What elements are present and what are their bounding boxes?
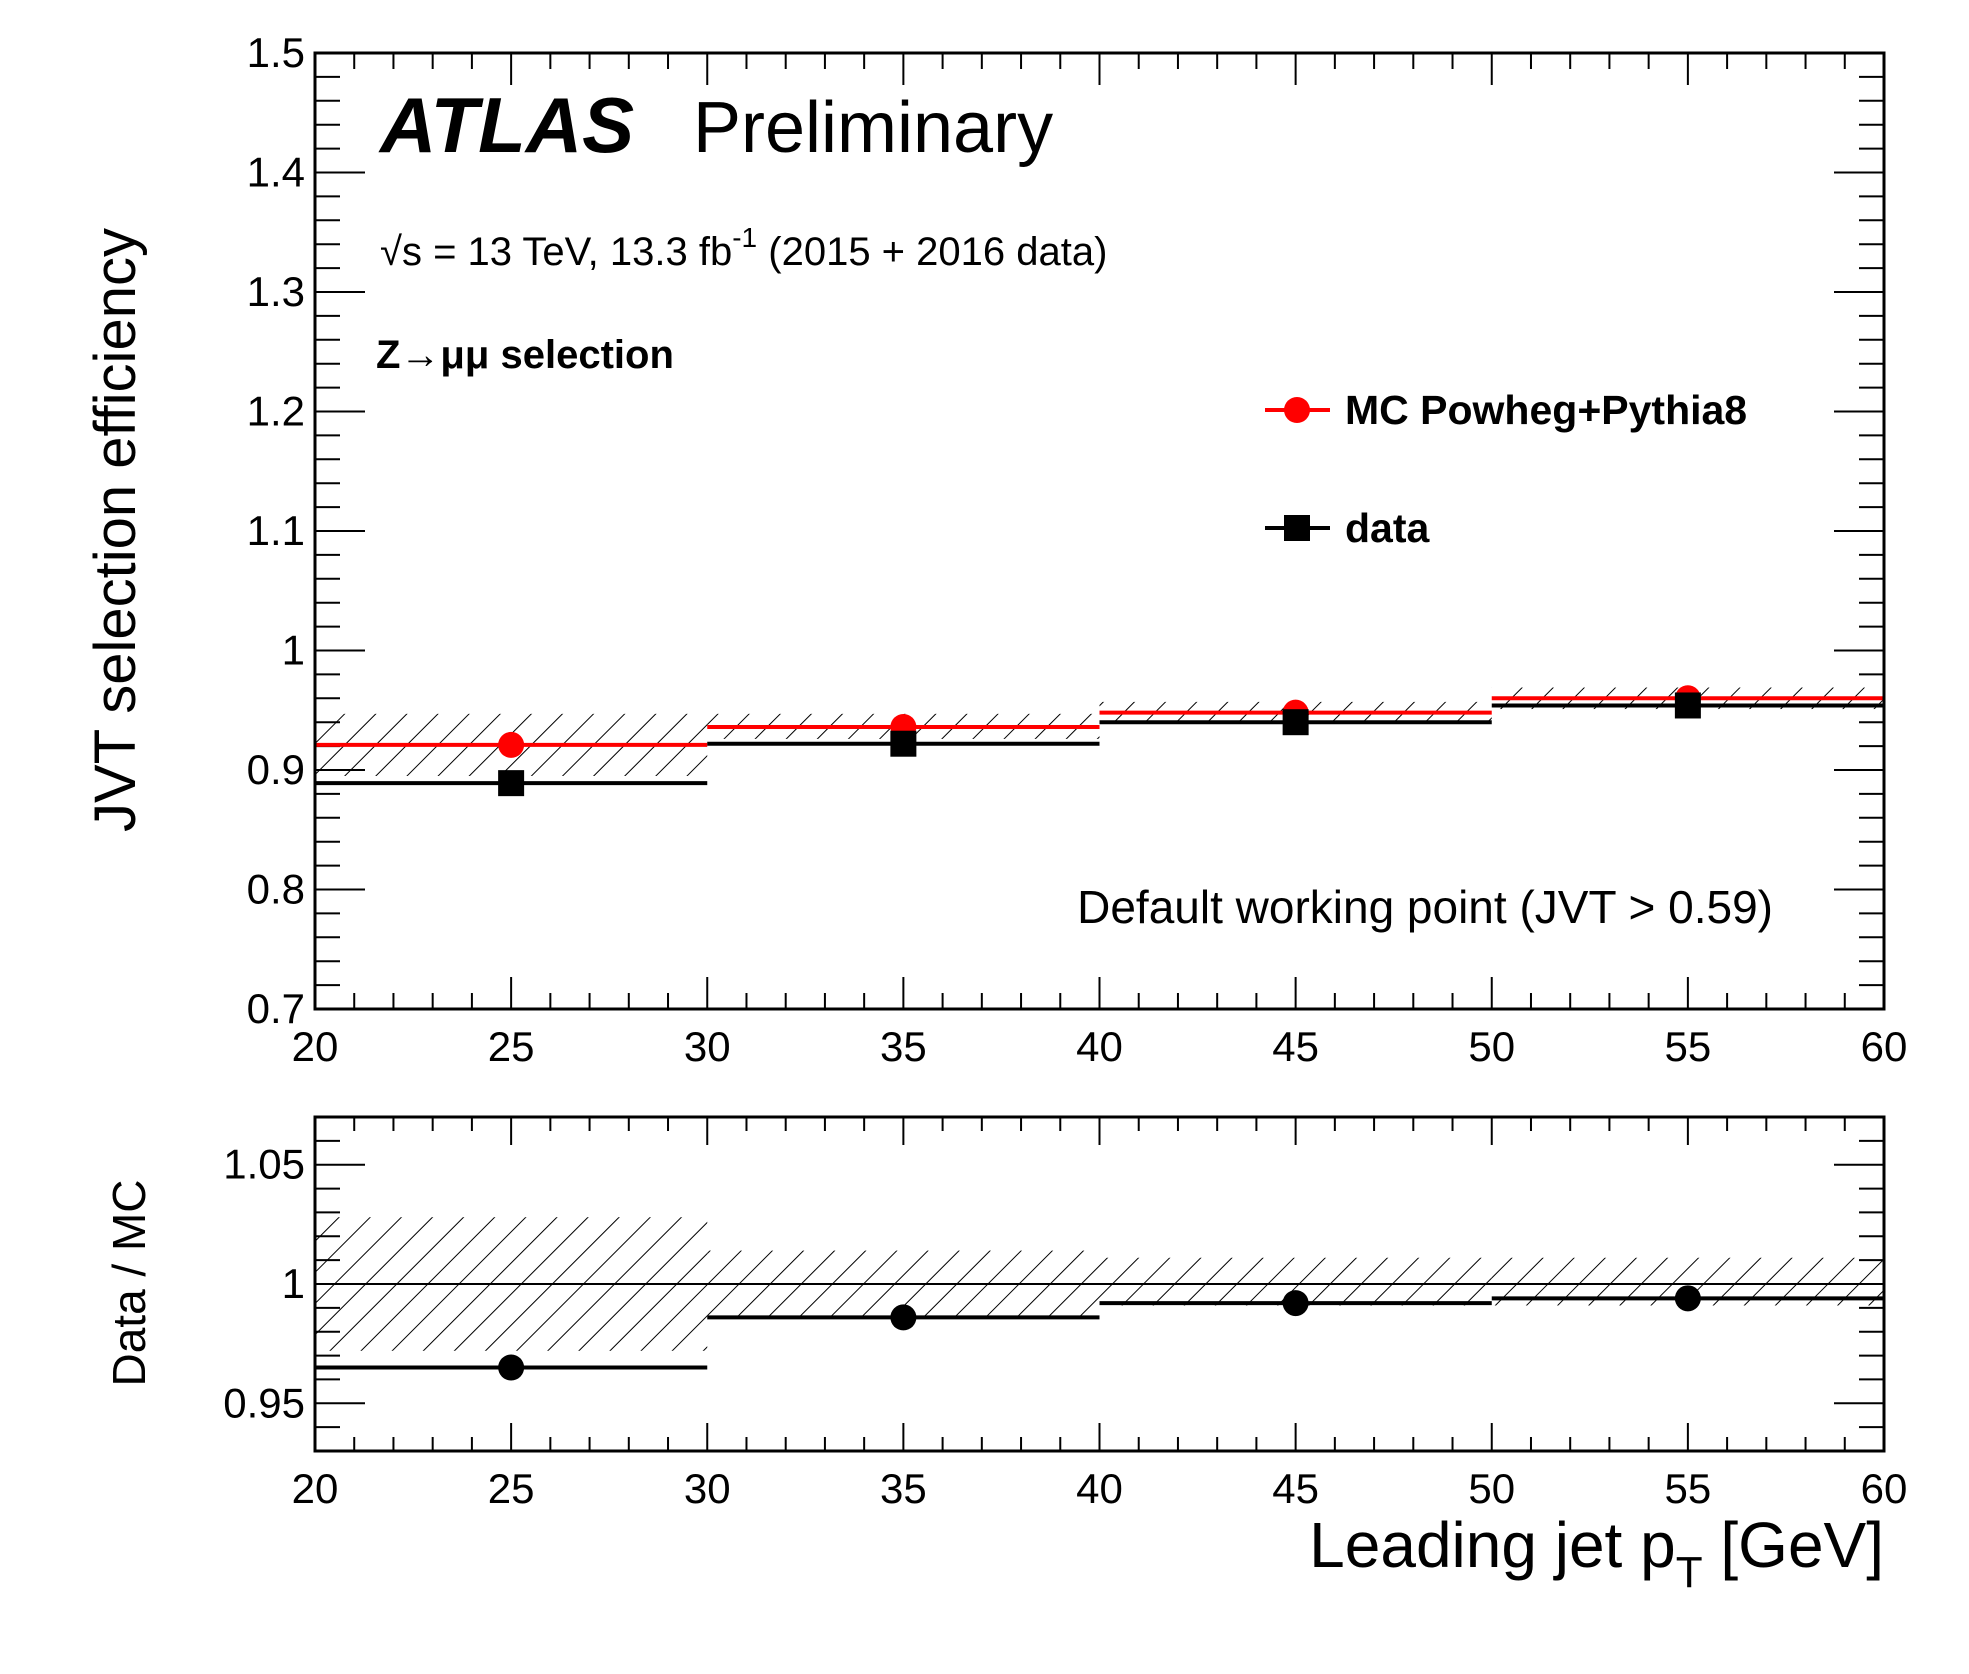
main-x-tick-label: 25	[488, 1023, 535, 1070]
x-axis-label-subscript: T	[1676, 1548, 1703, 1597]
mc-point	[498, 731, 525, 758]
ratio-x-tick-label: 35	[880, 1465, 927, 1512]
ratio-x-tick-label: 25	[488, 1465, 535, 1512]
main-y-tick-label: 1.4	[247, 149, 305, 196]
main-y-axis-label: JVT selection efficiency	[83, 228, 148, 832]
data-point	[890, 730, 917, 757]
ratio-point	[1674, 1285, 1701, 1312]
main-x-tick-label: 20	[292, 1023, 339, 1070]
legend-entry-data: data	[1265, 505, 1431, 551]
main-x-tick-label: 30	[684, 1023, 731, 1070]
atlas-label: ATLAS	[378, 81, 634, 169]
data-point	[1674, 692, 1701, 719]
legend-mc-marker	[1284, 397, 1310, 423]
ratio-x-tick-label: 40	[1076, 1465, 1123, 1512]
selection-label: Z→μμ selection	[376, 333, 674, 377]
preliminary-label: Preliminary	[693, 88, 1053, 168]
main-plot-frame	[313, 51, 1886, 1011]
main-x-tick-label: 35	[880, 1023, 927, 1070]
main-y-tick-label: 0.8	[247, 866, 305, 913]
data-point	[498, 770, 525, 797]
ratio-x-tick-label: 50	[1468, 1465, 1515, 1512]
ratio-x-tick-label: 60	[1861, 1465, 1908, 1512]
ratio-point	[498, 1354, 525, 1381]
ratio-x-tick-label: 45	[1272, 1465, 1319, 1512]
main-x-tick-label: 40	[1076, 1023, 1123, 1070]
legend-entry-mc: MC Powheg+Pythia8	[1265, 387, 1747, 433]
main-x-tick-label: 50	[1468, 1023, 1515, 1070]
data-point	[1282, 709, 1309, 736]
ratio-y-tick-label: 1.05	[223, 1141, 305, 1188]
ratio-y-axis-label: Data / MC	[103, 1179, 155, 1386]
energy-lumi-label: √s = 13 TeV, 13.3 fb-1 (2015 + 2016 data…	[380, 222, 1107, 274]
main-x-tick-label: 60	[1861, 1023, 1908, 1070]
ratio-x-tick-label: 30	[684, 1465, 731, 1512]
main-y-tick-label: 0.7	[247, 985, 305, 1032]
working-point-label: Default working point (JVT > 0.59)	[1077, 881, 1773, 933]
legend-data-marker	[1284, 515, 1310, 541]
lumi-superscript: -1	[732, 222, 757, 253]
legend-mc-label: MC Powheg+Pythia8	[1345, 387, 1747, 433]
ratio-x-tick-label: 20	[292, 1465, 339, 1512]
ratio-point	[1282, 1290, 1309, 1317]
main-x-tick-label: 55	[1665, 1023, 1712, 1070]
main-y-tick-label: 1.3	[247, 268, 305, 315]
main-y-tick-label: 1.5	[247, 29, 305, 76]
main-x-tick-label: 45	[1272, 1023, 1319, 1070]
main-y-tick-label: 1	[282, 627, 305, 674]
main-panel: 20 25 30 35 40 45 50 55 60 0.7 0.8 0.9 1 1.1 1.2 1.3 1.4…	[247, 29, 1908, 1070]
ratio-y-tick-label: 1	[282, 1260, 305, 1307]
main-y-tick-label: 0.9	[247, 746, 305, 793]
ratio-panel: 20 25 30 35 40 45 50 55 60 0.95 1 1.05	[223, 1116, 1908, 1512]
ratio-x-tick-label: 55	[1665, 1465, 1712, 1512]
legend: MC Powheg+Pythia8 data	[1265, 387, 1747, 551]
main-y-tick-label: 1.2	[247, 388, 305, 435]
ratio-y-tick-label: 0.95	[223, 1379, 305, 1426]
ratio-point	[890, 1304, 917, 1331]
ratio-plot-frame	[313, 1115, 1886, 1453]
legend-data-label: data	[1345, 505, 1431, 551]
x-axis-label: Leading jet pT [GeV]	[1309, 1509, 1884, 1597]
main-y-tick-label: 1.1	[247, 507, 305, 554]
